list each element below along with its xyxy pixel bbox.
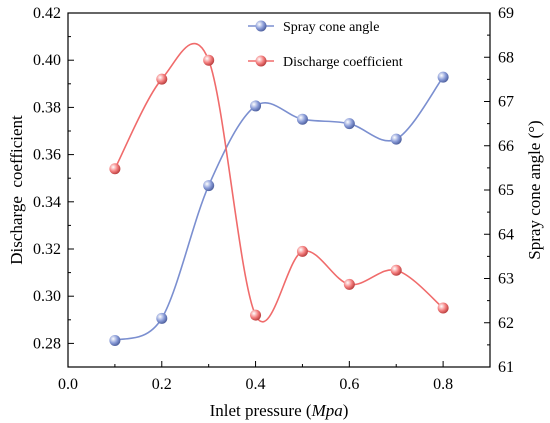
data-point-discharge-coefficient <box>250 309 262 321</box>
data-point-discharge-coefficient <box>156 73 168 85</box>
x-tick-label: 0.4 <box>246 376 266 393</box>
series-line-discharge-coefficient <box>114 42 444 323</box>
y-axis-right: 61 62 63 64 65 66 67 68 69 <box>484 5 514 376</box>
y-right-tick-label: 68 <box>498 49 514 66</box>
series-layer <box>109 42 449 346</box>
x-axis-title: Inlet pressure (Mpa) <box>210 401 349 420</box>
y-left-tick-label: 0.28 <box>33 335 61 352</box>
data-point-spray-cone-angle <box>250 100 262 112</box>
series-spray-cone-angle <box>109 71 449 346</box>
legend-label-discharge-coefficient: Discharge coefficient <box>283 55 403 70</box>
y-right-tick-label: 66 <box>498 138 514 155</box>
y-right-tick-label: 67 <box>498 94 514 111</box>
y-right-tick-label: 61 <box>498 359 514 376</box>
y-left-tick-label: 0.30 <box>33 288 61 305</box>
data-point-spray-cone-angle <box>437 71 449 83</box>
data-point-spray-cone-angle <box>109 334 121 346</box>
data-point-spray-cone-angle <box>343 118 355 130</box>
plot-frame <box>67 12 491 368</box>
y-left-tick-label: 0.32 <box>33 241 61 258</box>
x-tick-label: 0.0 <box>58 376 78 393</box>
series-discharge-coefficient <box>109 42 449 323</box>
y-right-tick-label: 64 <box>498 226 514 243</box>
y-left-tick-label: 0.42 <box>33 5 61 22</box>
series-line-spray-cone-angle <box>114 76 444 342</box>
y-left-tick-label: 0.40 <box>33 52 61 69</box>
legend-item-spray-cone-angle: Spray cone angle <box>248 20 379 35</box>
legend: Spray cone angle Discharge coefficient <box>248 20 403 70</box>
data-point-discharge-coefficient <box>109 163 121 175</box>
y-axis-right-title: Spray cone angle (°) <box>525 120 544 259</box>
legend-item-discharge-coefficient: Discharge coefficient <box>248 55 403 70</box>
y-axis-left-title: Discharge coefficient <box>7 115 26 265</box>
data-point-discharge-coefficient <box>437 302 449 314</box>
x-tick-label: 0.8 <box>433 376 453 393</box>
y-left-tick-label: 0.34 <box>33 194 61 211</box>
y-left-tick-label: 0.38 <box>33 99 61 116</box>
data-point-spray-cone-angle <box>390 133 402 145</box>
y-right-tick-label: 63 <box>498 271 514 288</box>
y-axis-left: 0.28 0.30 0.32 0.34 0.36 0.38 0.40 0.42 <box>33 5 74 352</box>
data-point-spray-cone-angle <box>203 180 215 192</box>
data-point-spray-cone-angle <box>156 312 168 324</box>
y-right-tick-label: 62 <box>498 315 514 332</box>
data-point-discharge-coefficient <box>390 264 402 276</box>
data-point-spray-cone-angle <box>296 113 308 125</box>
data-point-discharge-coefficient <box>296 245 308 257</box>
y-right-tick-label: 69 <box>498 5 514 22</box>
legend-label-spray-cone-angle: Spray cone angle <box>283 20 379 35</box>
y-right-tick-label: 65 <box>498 182 514 199</box>
x-tick-label: 0.6 <box>339 376 359 393</box>
y-left-tick-label: 0.36 <box>33 147 61 164</box>
data-point-discharge-coefficient <box>203 54 215 66</box>
data-point-discharge-coefficient <box>343 278 355 290</box>
x-tick-label: 0.2 <box>152 376 172 393</box>
x-axis: 0.0 0.2 0.4 0.6 0.8 <box>58 361 491 393</box>
